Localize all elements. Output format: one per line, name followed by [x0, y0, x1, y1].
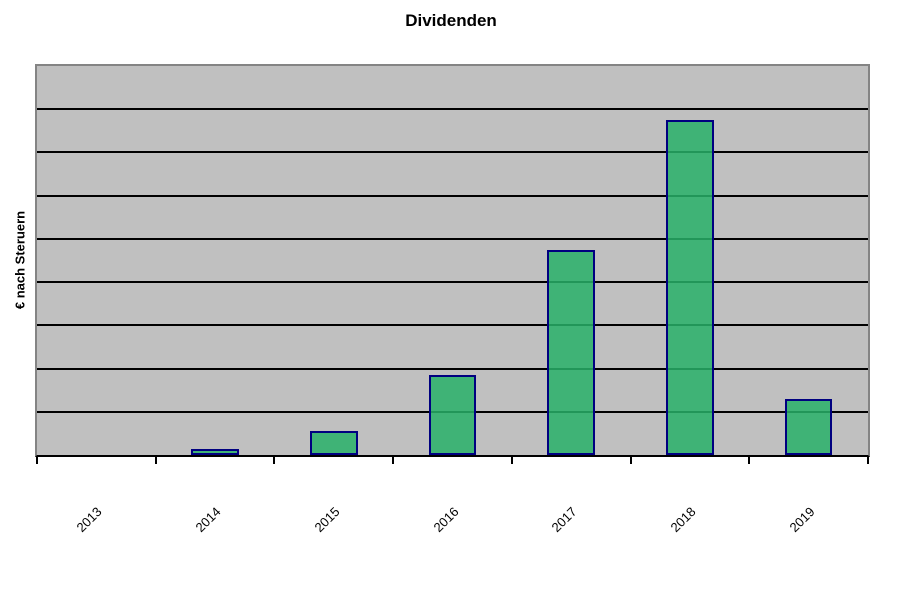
gridline	[37, 108, 868, 111]
x-axis-tick	[36, 457, 38, 464]
bar-2019	[784, 398, 833, 455]
x-axis-tick	[510, 457, 513, 464]
x-axis-label-2017: 2017	[548, 504, 580, 536]
x-axis-tick	[867, 457, 869, 464]
y-axis-label: € nach Steruern	[12, 210, 28, 310]
x-axis-tick	[154, 457, 157, 464]
gridline	[37, 151, 868, 154]
gridline	[37, 324, 868, 327]
gridline	[37, 194, 868, 197]
x-axis-label-2015: 2015	[311, 504, 343, 536]
x-axis-label-2013: 2013	[73, 504, 105, 536]
gridline	[37, 237, 868, 240]
gridline	[37, 281, 868, 284]
x-axis-tick	[629, 457, 632, 464]
bar-2015	[310, 431, 358, 455]
x-axis-tick	[748, 457, 751, 464]
plot-area	[35, 64, 870, 457]
x-axis-tick	[273, 457, 276, 464]
x-axis-label-2014: 2014	[192, 504, 224, 536]
x-axis-label-2018: 2018	[667, 504, 699, 536]
bar-2017	[547, 249, 595, 455]
bar-2018	[666, 120, 714, 455]
chart-title: Dividenden	[405, 11, 497, 30]
x-axis-tick	[392, 457, 395, 464]
gridline	[37, 367, 868, 370]
x-axis-label-2019: 2019	[786, 504, 818, 536]
bar-2014	[191, 448, 239, 455]
x-axis-label-2016: 2016	[430, 504, 462, 536]
bar-2016	[428, 375, 477, 455]
